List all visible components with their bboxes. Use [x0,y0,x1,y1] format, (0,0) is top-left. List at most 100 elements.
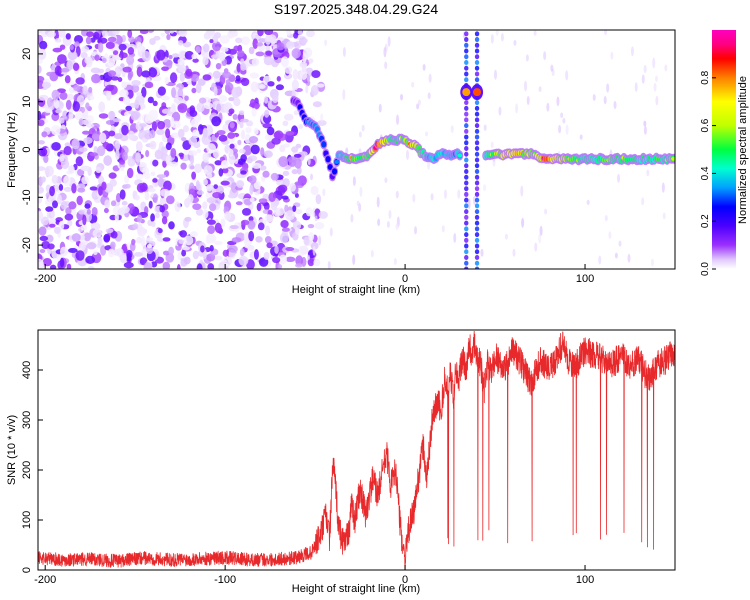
noise-blob [249,184,254,195]
noise-blob [216,129,226,136]
noise-blob [109,179,117,187]
streak-blob [464,255,469,261]
noise-speckle [350,214,354,223]
noise-speckle [617,173,621,183]
noise-blob [38,119,45,127]
noise-speckle [422,64,426,71]
noise-blob [156,174,167,179]
noise-blob [184,216,192,222]
noise-blob [136,182,146,193]
noise-blob [39,235,49,242]
noise-blob [248,136,259,144]
noise-blob [132,208,139,216]
noise-speckle [565,70,569,81]
noise-blob [110,200,117,207]
noise-blob [49,186,55,197]
colorbar [712,30,736,269]
noise-speckle [327,260,331,269]
noise-blob [183,149,190,156]
noise-blob [264,235,272,244]
noise-blob [78,118,84,126]
noise-blob [188,150,198,157]
noise-speckle [305,84,309,94]
noise-blob [89,186,98,191]
noise-blob [52,47,63,53]
noise-blob [112,30,120,35]
noise-blob [233,97,241,107]
noise-blob [82,85,88,95]
noise-blob [108,110,116,121]
streak-blob [464,48,469,54]
noise-speckle [342,47,346,57]
noise-blob [294,157,302,169]
noise-blob [199,97,207,104]
noise-blob [149,140,157,150]
noise-blob [219,35,230,44]
noise-speckle [655,95,659,106]
colorbar-tick-label: 0.8 [700,70,711,84]
noise-blob [291,79,299,91]
noise-blob [110,76,119,81]
noise-blob [202,127,208,139]
streak-blob [474,191,480,197]
noise-blob [89,152,99,157]
noise-blob [240,62,247,71]
noise-blob [240,219,250,226]
noise-speckle [306,74,310,83]
noise-blob [270,201,278,211]
streak-blob [464,157,469,163]
noise-blob [68,109,74,120]
noise-blob [310,185,319,196]
noise-speckle [512,248,516,257]
noise-speckle [598,255,602,265]
spike-peak [462,88,471,97]
noise-blob [38,166,46,171]
noise-blob [177,251,183,261]
noise-blob [103,155,113,166]
noise-speckle [543,51,547,61]
noise-blob [152,178,158,183]
noise-speckle [524,80,528,92]
noise-blob [76,195,83,206]
noise-blob [249,72,260,79]
noise-blob [228,193,236,199]
noise-blob [239,118,249,123]
noise-blob [236,63,241,73]
noise-speckle [603,96,607,105]
noise-speckle [630,46,634,57]
noise-speckle [318,235,322,246]
streak-blob [464,197,469,203]
noise-blob [237,139,242,146]
noise-blob [248,216,254,222]
noise-speckle [610,51,614,60]
streak-blob [474,60,480,66]
streak-blob [474,117,480,123]
noise-blob [202,74,212,81]
noise-blob [299,245,309,255]
noise-blob [218,261,226,269]
noise-blob [182,41,192,48]
noise-blob [191,53,198,60]
noise-blob [65,99,72,110]
noise-blob [125,105,132,111]
noise-blob [164,76,170,85]
streak-blob [464,65,469,71]
streak-blob [464,174,469,180]
noise-blob [168,221,175,230]
streak-blob [464,37,469,43]
noise-blob [194,163,202,174]
noise-blob [119,89,129,98]
noise-speckle [396,114,400,126]
noise-blob [152,193,158,204]
noise-blob [77,168,85,177]
noise-blob [202,152,210,163]
noise-speckle [395,190,399,199]
noise-blob [189,165,195,170]
x-tick-label: -100 [214,273,236,285]
noise-speckle [406,149,410,160]
ridge-peak [327,165,333,170]
noise-speckle [473,195,477,206]
noise-blob [268,192,276,203]
noise-speckle [307,157,311,166]
